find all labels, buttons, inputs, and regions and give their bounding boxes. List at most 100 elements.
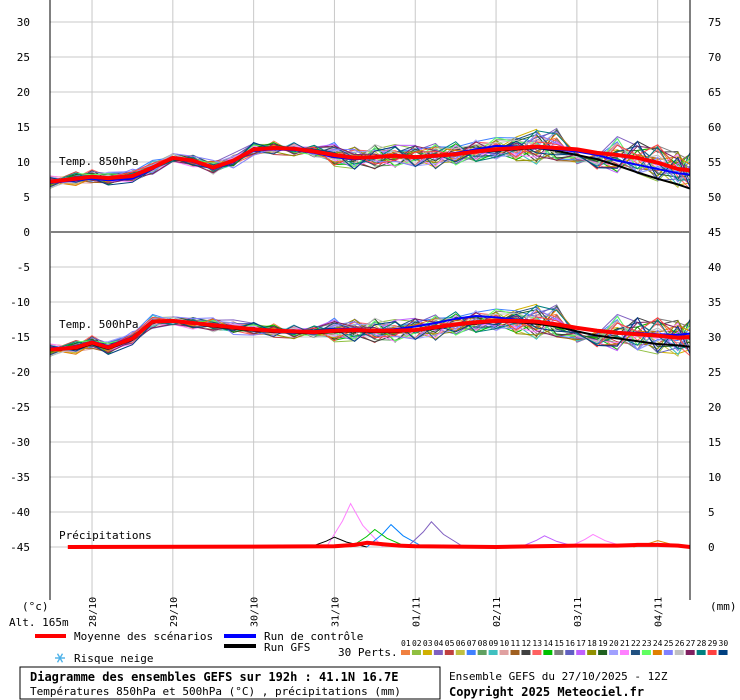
y-tick-right: 45 (708, 226, 721, 239)
y-tick-left: -15 (10, 331, 30, 344)
y-tick-right: 10 (708, 471, 721, 484)
pert-legend-swatch (565, 650, 575, 655)
title-box (19, 666, 441, 700)
y-tick-left: -35 (10, 471, 30, 484)
pert-legend-label: 29 (708, 639, 718, 648)
pert-legend-swatch (707, 650, 717, 655)
y-tick-right: 55 (708, 156, 721, 169)
precip-pert-line (520, 535, 578, 548)
x-tick-label: 01/11 (411, 597, 422, 627)
pert-legend-label: 26 (675, 639, 685, 648)
pert-legend-label: 16 (565, 639, 575, 648)
pert-legend-swatch (532, 650, 542, 655)
pert-legend-label: 11 (511, 639, 521, 648)
pert-legend-swatch (521, 650, 531, 655)
y-tick-left: -40 (10, 506, 30, 519)
copyright: Copyright 2025 Meteociel.fr (449, 685, 644, 699)
pert-legend-swatch (609, 650, 619, 655)
perturbation-legend: 01 02 03 04 05 06 07 08 09 10 11 12 13 14 15 16 17 18 19 20… (401, 639, 728, 655)
pert-legend-label: 03 (423, 639, 433, 648)
y-tick-left: 25 (17, 51, 30, 64)
legend: Moyenne des scénarios Run de contrôle Ru… (35, 630, 728, 665)
pert-legend-label: 22 (631, 639, 641, 648)
pert-legend-swatch (587, 650, 597, 655)
pert-legend-swatch (433, 650, 443, 655)
pert-legend-label: 08 (478, 639, 488, 648)
pert-legend-swatch (444, 650, 454, 655)
perturbation-lines (49, 127, 691, 548)
pert-legend-swatch (455, 650, 465, 655)
y-tick-left: -10 (10, 296, 30, 309)
altitude-label: Alt. 165m (9, 616, 69, 629)
pert-legend-label: 27 (686, 639, 696, 648)
pert-legend-swatch (510, 650, 520, 655)
precip-mean-line (67, 540, 691, 549)
pert-legend-swatch (652, 650, 662, 655)
pert-legend-swatch (630, 650, 640, 655)
x-tick-label: 30/10 (250, 597, 261, 627)
pert-legend-swatch (477, 650, 487, 655)
x-tick-label: 04/11 (654, 597, 665, 627)
pert-legend-label: 23 (642, 639, 652, 648)
pert-legend-swatch (674, 650, 684, 655)
y-unit-left: (°c) (22, 600, 49, 613)
pert-legend-label: 13 (532, 639, 542, 648)
y-tick-left: 10 (17, 156, 30, 169)
y-tick-left: -30 (10, 436, 30, 449)
pert-legend-swatch (488, 650, 498, 655)
pert-legend-label: 02 (412, 639, 422, 648)
pert-legend-label: 14 (543, 639, 553, 648)
y-tick-left: -20 (10, 366, 30, 379)
y-tick-right: 5 (708, 506, 715, 519)
pert-legend-swatch (598, 650, 608, 655)
x-tick-label: 31/10 (330, 597, 341, 627)
pert-legend-label: 28 (697, 639, 707, 648)
y-tick-left: 30 (17, 16, 30, 29)
pert-legend-swatch (663, 650, 673, 655)
chart-subtitle: Températures 850hPa et 500hPa (°C) , pré… (30, 685, 401, 698)
y-tick-left: -25 (10, 401, 30, 414)
pert-legend-swatch (554, 650, 564, 655)
y-unit-right: (mm) (710, 600, 737, 613)
y-tick-right: 35 (708, 296, 721, 309)
legend-gfs-label: Run GFS (264, 641, 310, 654)
precip-pert-line (568, 533, 626, 548)
x-tick-label: 03/11 (573, 597, 584, 627)
pert-legend-label: 01 (401, 639, 411, 648)
y-tick-right: 70 (708, 51, 721, 64)
pert-legend-label: 30 (719, 639, 729, 648)
y-tick-left: 20 (17, 86, 30, 99)
y-tick-right: 15 (708, 436, 721, 449)
pert-legend-label: 20 (609, 639, 619, 648)
y-tick-right: 50 (708, 191, 721, 204)
pert-legend-swatch (466, 650, 476, 655)
y-tick-right: 25 (708, 366, 721, 379)
pert-legend-label: 19 (598, 639, 608, 648)
y-tick-right: 65 (708, 86, 721, 99)
pert-legend-swatch (696, 650, 706, 655)
pert-legend-label: 15 (554, 639, 564, 648)
pert-legend-label: 25 (664, 639, 674, 648)
pert-line (49, 314, 691, 355)
legend-snow-label: Risque neige (74, 652, 153, 665)
pert-legend-swatch (411, 650, 421, 655)
legend-mean-label: Moyenne des scénarios (74, 630, 213, 643)
pert-legend-label: 04 (434, 639, 444, 648)
axes (49, 0, 691, 600)
pert-legend-swatch (620, 650, 629, 655)
y-tick-right: 20 (708, 401, 721, 414)
precip-pert-line (366, 523, 424, 548)
panel-label-t850: Temp. 850hPa (59, 155, 138, 168)
panel-label-precip: Précipitations (59, 529, 152, 542)
y-tick-left: -5 (17, 261, 30, 274)
pert-legend-label: 09 (489, 639, 499, 648)
precip-pert-line (325, 502, 384, 548)
y-tick-left: -45 (10, 541, 30, 554)
x-tick-label: 02/11 (492, 597, 503, 627)
pert-legend-swatch (718, 650, 728, 655)
snowflake-icon (55, 653, 65, 663)
y-tick-left: 0 (23, 226, 30, 239)
t850-mean-line (49, 144, 691, 184)
